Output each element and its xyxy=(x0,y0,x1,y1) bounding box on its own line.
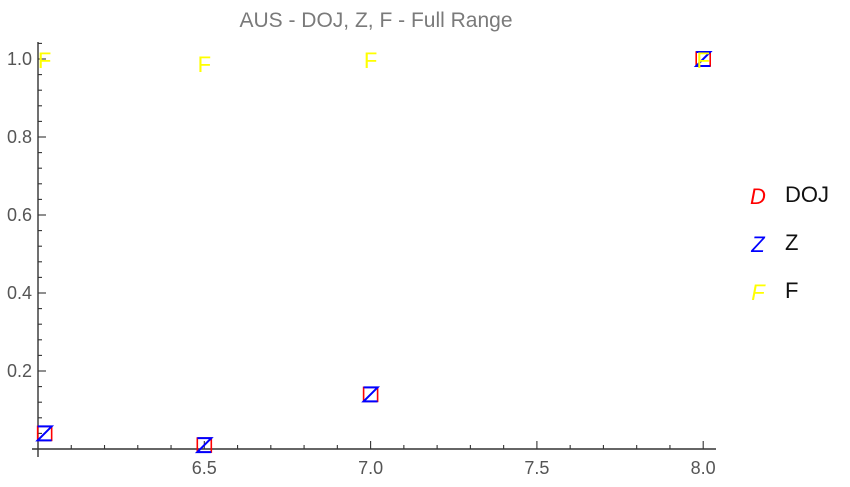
z-point xyxy=(693,51,713,67)
svg-text:F: F xyxy=(38,48,51,73)
legend-label: F xyxy=(785,278,798,303)
y-tick-label: 0.8 xyxy=(7,127,32,147)
y-tick-label: 0.4 xyxy=(7,283,32,303)
legend-marker: D xyxy=(750,184,766,209)
z-point xyxy=(35,425,55,442)
f-point: F xyxy=(198,52,211,77)
y-tick-label: 0.2 xyxy=(7,361,32,381)
x-tick-label: 7.0 xyxy=(358,458,383,478)
y-tick-label: 0.6 xyxy=(7,205,32,225)
svg-text:F: F xyxy=(364,48,377,73)
chart-title: AUS - DOJ, Z, F - Full Range xyxy=(239,9,512,32)
f-point: F xyxy=(696,48,709,73)
x-tick-label: 6.5 xyxy=(192,458,217,478)
f-point: F xyxy=(364,48,377,73)
legend-marker: F xyxy=(751,280,766,305)
legend-label: DOJ xyxy=(785,182,829,207)
x-tick-label: 7.5 xyxy=(524,458,549,478)
z-point xyxy=(361,386,381,403)
axes: 0.2 0.4 0.6 0.8 1.0 6.5 7.0 7.5 8.0 xyxy=(7,42,716,478)
x-tick-label: 8.0 xyxy=(691,458,716,478)
f-point: F xyxy=(38,48,51,73)
legend-label: Z xyxy=(785,230,798,255)
legend-item-doj: D DOJ xyxy=(750,182,829,209)
y-tick-label: 1.0 xyxy=(7,49,32,69)
svg-text:F: F xyxy=(696,48,709,73)
z-point xyxy=(194,437,214,454)
svg-text:F: F xyxy=(198,52,211,77)
legend-marker: Z xyxy=(750,232,766,257)
